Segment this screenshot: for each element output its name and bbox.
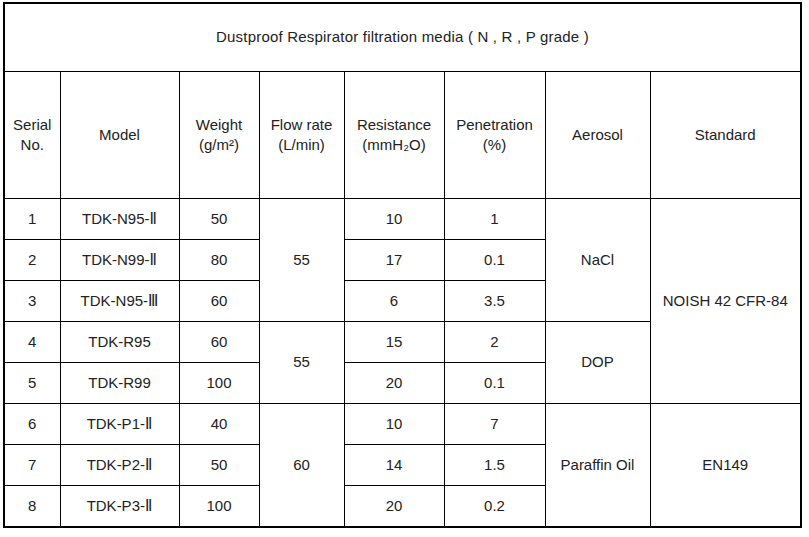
col-header-sub: No. <box>8 135 57 155</box>
title-row: Dustproof Respirator filtration media ( … <box>4 3 801 72</box>
cell-serial: 8 <box>4 486 60 528</box>
cell-weight: 100 <box>179 363 259 404</box>
col-header-sub: (L/min) <box>263 135 341 155</box>
col-header-sub: (%) <box>448 135 542 155</box>
cell-penetration: 0.1 <box>444 240 545 281</box>
cell-serial: 6 <box>4 404 60 445</box>
col-header-label: Resistance <box>348 115 441 135</box>
table-row: 6 TDK-P1-Ⅱ 40 60 10 7 Paraffin Oil EN149 <box>4 404 801 445</box>
col-header-penetration: Penetration (%) <box>444 72 545 199</box>
cell-flow-rate-group: 60 <box>259 404 344 528</box>
cell-aerosol-group: Paraffin Oil <box>545 404 650 528</box>
cell-weight: 60 <box>179 322 259 363</box>
col-header-serial-no: Serial No. <box>4 72 60 199</box>
col-header-weight: Weight (g/m²) <box>179 72 259 199</box>
cell-weight: 40 <box>179 404 259 445</box>
col-header-sub: (g/m²) <box>183 135 256 155</box>
cell-resistance: 20 <box>344 363 444 404</box>
col-header-label: Model <box>64 125 176 145</box>
cell-weight: 50 <box>179 199 259 240</box>
table-row: 1 TDK-N95-Ⅱ 50 55 10 1 NaCl NOISH 42 CFR… <box>4 199 801 240</box>
cell-weight: 80 <box>179 240 259 281</box>
col-header-label: Standard <box>654 125 798 145</box>
cell-model: TDK-N95-Ⅲ <box>60 281 179 322</box>
cell-model: TDK-N95-Ⅱ <box>60 199 179 240</box>
col-header-aerosol: Aerosol <box>545 72 650 199</box>
col-header-model: Model <box>60 72 179 199</box>
cell-penetration: 1.5 <box>444 445 545 486</box>
cell-aerosol-group: NaCl <box>545 199 650 322</box>
cell-penetration: 1 <box>444 199 545 240</box>
cell-model: TDK-N99-Ⅱ <box>60 240 179 281</box>
header-row: Serial No. Model Weight (g/m²) Flow rate… <box>4 72 801 199</box>
filtration-media-table: Dustproof Respirator filtration media ( … <box>3 2 802 528</box>
col-header-label: Penetration <box>448 115 542 135</box>
cell-resistance: 17 <box>344 240 444 281</box>
cell-serial: 5 <box>4 363 60 404</box>
cell-resistance: 10 <box>344 199 444 240</box>
col-header-label: Serial <box>8 115 57 135</box>
col-header-standard: Standard <box>650 72 801 199</box>
cell-penetration: 7 <box>444 404 545 445</box>
col-header-flow-rate: Flow rate (L/min) <box>259 72 344 199</box>
cell-weight: 60 <box>179 281 259 322</box>
cell-resistance: 10 <box>344 404 444 445</box>
col-header-label: Flow rate <box>263 115 341 135</box>
cell-resistance: 20 <box>344 486 444 528</box>
col-header-resistance: Resistance (mmH₂O) <box>344 72 444 199</box>
cell-model: TDK-P3-Ⅱ <box>60 486 179 528</box>
cell-resistance: 15 <box>344 322 444 363</box>
cell-model: TDK-R99 <box>60 363 179 404</box>
col-header-sub: (mmH₂O) <box>348 135 441 155</box>
col-header-label: Aerosol <box>549 125 647 145</box>
cell-serial: 2 <box>4 240 60 281</box>
cell-serial: 3 <box>4 281 60 322</box>
cell-model: TDK-P2-Ⅱ <box>60 445 179 486</box>
cell-resistance: 14 <box>344 445 444 486</box>
cell-resistance: 6 <box>344 281 444 322</box>
cell-flow-rate-group: 55 <box>259 199 344 322</box>
cell-standard-group: EN149 <box>650 404 801 528</box>
cell-aerosol-group: DOP <box>545 322 650 404</box>
cell-weight: 100 <box>179 486 259 528</box>
cell-flow-rate-group: 55 <box>259 322 344 404</box>
spec-sheet: Dustproof Respirator filtration media ( … <box>3 2 802 528</box>
cell-penetration: 0.1 <box>444 363 545 404</box>
cell-model: TDK-P1-Ⅱ <box>60 404 179 445</box>
cell-weight: 50 <box>179 445 259 486</box>
cell-serial: 7 <box>4 445 60 486</box>
cell-penetration: 0.2 <box>444 486 545 528</box>
cell-serial: 4 <box>4 322 60 363</box>
table-title: Dustproof Respirator filtration media ( … <box>4 3 801 72</box>
cell-penetration: 2 <box>444 322 545 363</box>
cell-model: TDK-R95 <box>60 322 179 363</box>
cell-penetration: 3.5 <box>444 281 545 322</box>
cell-standard-group: NOISH 42 CFR-84 <box>650 199 801 404</box>
cell-serial: 1 <box>4 199 60 240</box>
col-header-label: Weight <box>183 115 256 135</box>
